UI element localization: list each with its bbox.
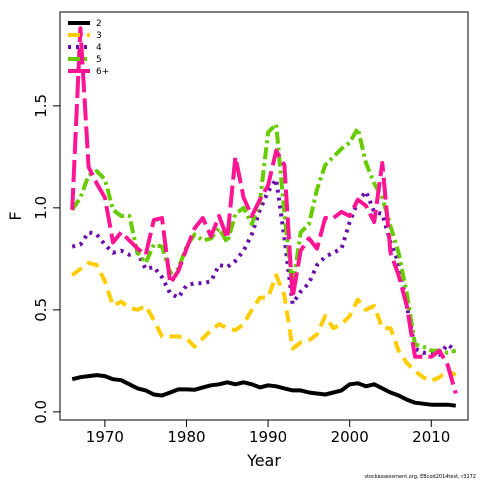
- y-axis-label: F: [6, 211, 25, 220]
- x-tick-label: 2000: [331, 428, 369, 446]
- series-line-3: [70, 260, 457, 384]
- series-line-2: [71, 373, 457, 408]
- y-tick-label: 0.5: [32, 298, 50, 322]
- y-axis: 0.0 0.5 1.0 1.5: [32, 94, 61, 424]
- x-tick-label: 2010: [412, 428, 450, 446]
- x-axis-label: Year: [246, 451, 281, 470]
- legend-label: 5: [96, 55, 102, 65]
- x-tick-label: 1990: [249, 428, 287, 446]
- series-line-4: [71, 177, 457, 357]
- x-tick-label: 1980: [167, 428, 205, 446]
- legend-label: 3: [96, 31, 102, 41]
- series-lines: [70, 26, 458, 408]
- legend: 2 3 4 5 6+: [68, 19, 109, 77]
- y-tick-label: 1.0: [32, 196, 50, 220]
- legend-label: 4: [96, 43, 102, 53]
- footnote: stockassessment.org, EBcod2014test, r327…: [364, 474, 476, 480]
- y-tick-label: 0.0: [32, 400, 50, 424]
- legend-label: 2: [96, 19, 102, 29]
- x-axis: 1970 1980 1990 2000 2010: [86, 419, 450, 446]
- series-line-6plus: [70, 26, 458, 395]
- x-tick-label: 1970: [86, 428, 124, 446]
- y-tick-label: 1.5: [32, 94, 50, 118]
- legend-label: 6+: [96, 67, 109, 77]
